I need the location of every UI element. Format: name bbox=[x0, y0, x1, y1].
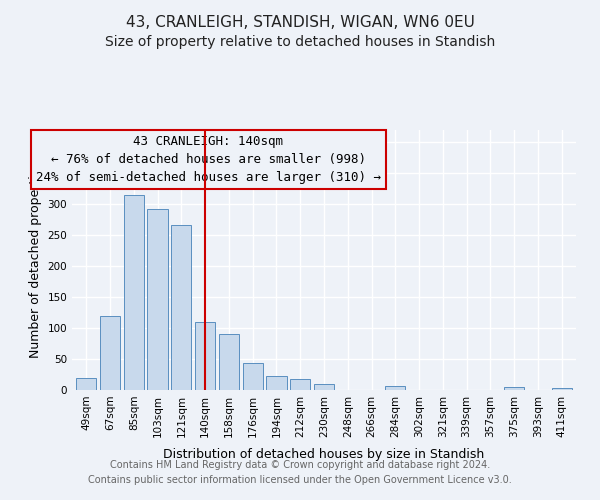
Bar bbox=[290, 379, 310, 390]
Bar bbox=[148, 208, 167, 390]
Bar bbox=[551, 388, 572, 390]
Bar bbox=[314, 384, 334, 390]
Text: Size of property relative to detached houses in Standish: Size of property relative to detached ho… bbox=[105, 35, 495, 49]
Y-axis label: Number of detached properties: Number of detached properties bbox=[29, 162, 42, 358]
Bar bbox=[124, 195, 144, 390]
Bar bbox=[242, 364, 263, 390]
Text: Contains HM Land Registry data © Crown copyright and database right 2024.
Contai: Contains HM Land Registry data © Crown c… bbox=[88, 460, 512, 485]
Bar bbox=[195, 322, 215, 390]
Text: 43, CRANLEIGH, STANDISH, WIGAN, WN6 0EU: 43, CRANLEIGH, STANDISH, WIGAN, WN6 0EU bbox=[125, 15, 475, 30]
Bar bbox=[504, 387, 524, 390]
Bar bbox=[266, 376, 287, 390]
X-axis label: Distribution of detached houses by size in Standish: Distribution of detached houses by size … bbox=[163, 448, 485, 461]
Bar bbox=[76, 378, 97, 390]
Text: 43 CRANLEIGH: 140sqm
← 76% of detached houses are smaller (998)
24% of semi-deta: 43 CRANLEIGH: 140sqm ← 76% of detached h… bbox=[35, 135, 380, 184]
Bar bbox=[385, 386, 406, 390]
Bar bbox=[219, 334, 239, 390]
Bar bbox=[100, 316, 120, 390]
Bar bbox=[171, 224, 191, 390]
